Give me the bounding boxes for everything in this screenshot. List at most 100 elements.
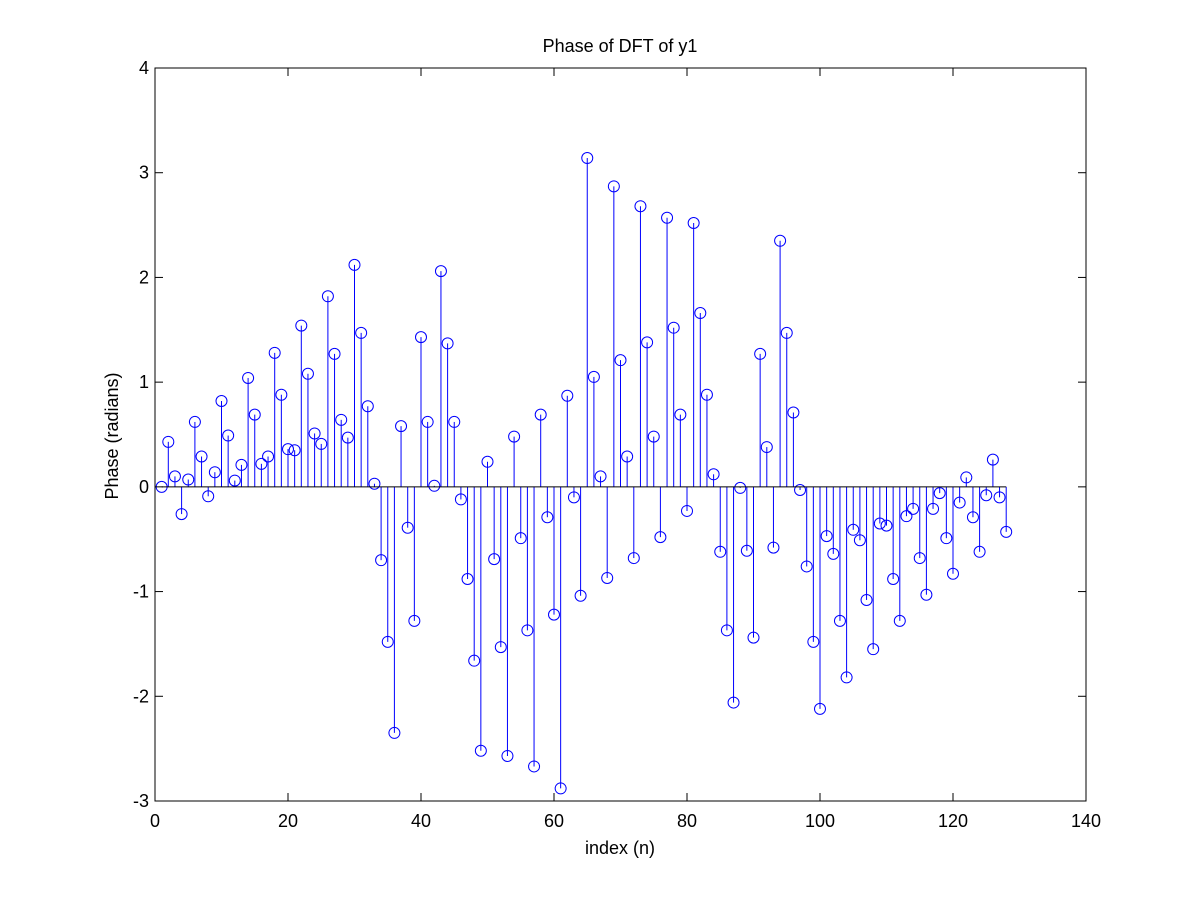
x-tick-label: 40 (411, 811, 431, 831)
stem-marker (920, 588, 933, 601)
x-axis-label: index (n) (585, 838, 655, 858)
stem-marker (654, 531, 667, 544)
stem-marker (548, 608, 560, 621)
stem-marker (508, 430, 521, 443)
stem-marker (541, 511, 554, 524)
y-axis-label: Phase (radians) (102, 372, 122, 499)
stem-marker (561, 389, 574, 402)
stem-marker (893, 614, 906, 627)
stem-marker (415, 331, 427, 344)
stem-marker (321, 290, 334, 303)
stem-marker (807, 635, 820, 648)
stem-marker (567, 491, 580, 504)
stem-marker (601, 571, 614, 584)
stem-marker (714, 545, 727, 558)
stem-marker (614, 354, 627, 367)
stem-marker (262, 450, 275, 463)
stem-marker (641, 336, 654, 349)
stem-marker (268, 346, 281, 359)
stem-marker (966, 511, 979, 524)
stem-marker (760, 441, 773, 454)
stem-marker (448, 415, 461, 428)
stem-marker (647, 430, 660, 443)
stem-marker (681, 504, 693, 517)
stem-marker (973, 545, 986, 558)
stem-marker (275, 388, 288, 401)
x-tick-label: 0 (150, 811, 160, 831)
x-tick-label: 140 (1071, 811, 1101, 831)
stem-marker (933, 487, 946, 500)
stem-marker (235, 458, 248, 471)
stem-marker (986, 453, 999, 466)
stem-marker (867, 643, 880, 656)
stem-marker (521, 624, 534, 637)
stem-marker (348, 258, 361, 271)
axes-box (154, 67, 1087, 802)
stem-marker (700, 388, 713, 401)
stem-marker (401, 521, 414, 534)
stem-marker (388, 726, 401, 739)
stem-marker (474, 744, 487, 757)
axes: 0 20 40 60 80 100 120 140 -3 -2 -1 0 1 2 3 4 (133, 58, 1101, 831)
x-tick-label: 60 (544, 811, 564, 831)
stem-marker (488, 553, 501, 566)
stem-marker (501, 749, 514, 762)
stem-marker (454, 493, 467, 506)
x-tick-label: 100 (805, 811, 835, 831)
x-tick-label: 20 (278, 811, 298, 831)
stem-marker (368, 477, 381, 490)
stem-marker (587, 370, 600, 383)
stem-marker (860, 593, 873, 606)
stem-marker (873, 517, 886, 530)
stem-marker (740, 544, 753, 557)
stem-marker (927, 502, 940, 515)
stem-marker (528, 760, 541, 773)
stem-marker (707, 468, 720, 481)
stem-marker (188, 415, 201, 428)
stem-marker (341, 431, 354, 444)
y-tick-label: 2 (139, 267, 149, 287)
stem-marker (375, 554, 388, 567)
stem-marker (395, 420, 408, 433)
stem-marker (747, 631, 760, 644)
stem-marker (228, 474, 241, 487)
stem-marker (621, 450, 634, 463)
stem-marker (694, 307, 707, 320)
stem-marker (168, 470, 181, 483)
stem-marker (202, 490, 215, 503)
stem-marker (734, 481, 747, 494)
stem-marker (794, 483, 807, 496)
stem-marker (461, 573, 474, 586)
stem-marker (833, 614, 846, 627)
stem-marker (408, 614, 421, 627)
stem-marker (727, 696, 740, 709)
stem-marker (980, 489, 993, 502)
stem-marker (853, 534, 866, 547)
stem-marker (800, 560, 813, 573)
stem-marker (301, 367, 314, 380)
stem-marker (627, 552, 640, 565)
stem-marker (840, 671, 853, 684)
stem-marker (242, 371, 255, 384)
stem-marker (787, 406, 800, 419)
stem-marker (720, 624, 733, 637)
stem-marker (667, 321, 680, 334)
y-tick-label: 3 (139, 163, 149, 183)
stem-marker (494, 641, 507, 654)
stem-marker (754, 347, 767, 360)
stem-marker (940, 532, 953, 545)
stem-marker (421, 415, 434, 428)
stem-marker (913, 552, 926, 565)
y-tick-label: 0 (139, 477, 149, 497)
stem-marker (554, 782, 567, 795)
stem-marker (222, 429, 235, 442)
stem-marker (847, 523, 860, 536)
stem-marker (335, 413, 348, 426)
y-tick-label: -3 (133, 791, 149, 811)
stem-marker (282, 443, 294, 456)
stem-marker (1000, 525, 1013, 538)
stem-marker (182, 473, 195, 486)
stem-marker (993, 491, 1006, 504)
